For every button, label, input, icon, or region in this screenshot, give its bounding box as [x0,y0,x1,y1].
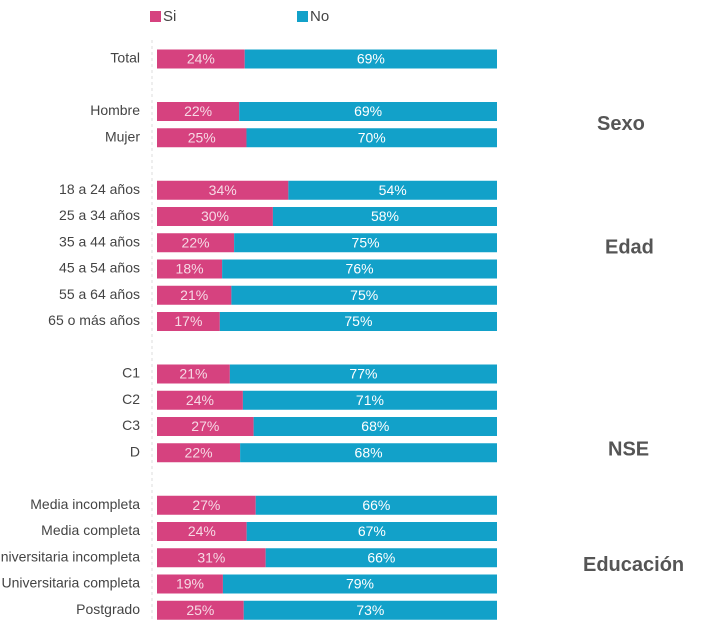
y-tick-label: 65 o más años [48,312,140,328]
value-label: 75% [344,313,372,329]
value-label: 19% [176,576,204,592]
y-tick-label: C1 [122,365,140,381]
value-label: 68% [361,418,389,434]
y-tick-label: 18 a 24 años [59,181,140,197]
group-label: Edad [605,236,654,258]
value-label: 30% [201,208,229,224]
value-label: 25% [186,602,214,618]
value-label: 73% [356,602,384,618]
value-label: 66% [367,549,395,565]
value-label: 27% [192,497,220,513]
value-label: 76% [346,261,374,277]
value-label: 68% [355,444,383,460]
legend-swatch [297,11,308,22]
bar-segment [272,207,497,226]
value-label: 17% [174,313,202,329]
y-tick-label: Postgrado [76,601,140,617]
value-label: 69% [354,103,382,119]
y-tick-label: Universitaria completa [2,575,141,591]
value-label: 27% [191,418,219,434]
value-label: 69% [357,51,385,67]
y-tick-label: 25 a 34 años [59,207,140,223]
y-tick-label: Mujer [105,128,140,144]
bar-segment [222,259,497,279]
value-label: 21% [179,366,207,382]
bar-segment [157,207,273,226]
value-label: 22% [185,444,213,460]
bar-segment [219,312,497,331]
y-tick-label: Total [110,50,140,66]
value-label: 79% [346,576,374,592]
bar-segment [244,49,497,69]
bar-segment [265,548,497,568]
legend-label: No [310,8,329,25]
value-label: 24% [188,523,216,539]
bar-segment [234,233,497,253]
bar-segment [240,443,497,463]
y-tick-label: Media completa [41,522,140,538]
legend-swatch [150,11,161,22]
value-label: 70% [358,129,386,145]
bar-segment [231,285,497,305]
value-label: 21% [180,287,208,303]
y-tick-label: D [130,443,140,459]
bar-segment [239,102,497,121]
bar-segment [157,180,289,200]
bar-segment [157,102,240,121]
bar-segment [157,49,245,69]
group-label: Educación [583,554,684,576]
bar-segment [157,364,230,384]
bar-segment [157,259,223,279]
bar-segment [157,600,244,620]
bar-segment [242,390,497,410]
bar-segment [222,574,497,594]
bar-segment [243,600,497,620]
value-label: 67% [358,523,386,539]
group-label: Sexo [597,113,645,135]
bar-segment [157,417,254,436]
value-label: 58% [371,208,399,224]
y-tick-label: Hombre [90,102,140,118]
bar-segment [157,522,247,541]
bar-segment [157,128,247,148]
bar-segment [157,285,232,305]
value-label: 24% [187,51,215,67]
bar-segment [157,495,256,515]
bar-segment [157,548,266,568]
value-label: 71% [356,392,384,408]
bar-segment [157,312,220,331]
y-tick-label: 35 a 44 años [59,233,140,249]
value-label: 31% [197,549,225,565]
bar-segment [229,364,497,384]
value-label: 24% [186,392,214,408]
bar-segment [253,417,497,436]
value-label: 75% [350,287,378,303]
value-label: 25% [188,129,216,145]
y-tick-label: 45 a 54 años [59,260,140,276]
bar-segment [157,390,243,410]
bar-segment [157,574,223,594]
y-tick-label: C2 [122,391,140,407]
legend-label: Si [163,8,176,25]
bar-segment [255,495,497,515]
y-tick-label: Universitaria incompleta [0,548,140,564]
y-tick-label: C3 [122,417,140,433]
bar-segment [288,180,497,200]
value-label: 75% [352,234,380,250]
value-label: 77% [349,366,377,382]
bar-segment [157,233,235,253]
bar-segment [246,128,497,148]
bar-segment [157,443,241,463]
value-label: 34% [209,182,237,198]
y-tick-label: Media incompleta [30,496,140,512]
value-label: 18% [176,261,204,277]
value-label: 22% [182,234,210,250]
value-label: 22% [184,103,212,119]
y-tick-label: 55 a 64 años [59,286,140,302]
group-label: NSE [608,438,649,460]
value-label: 54% [379,182,407,198]
value-label: 66% [362,497,390,513]
bar-segment [246,522,497,541]
